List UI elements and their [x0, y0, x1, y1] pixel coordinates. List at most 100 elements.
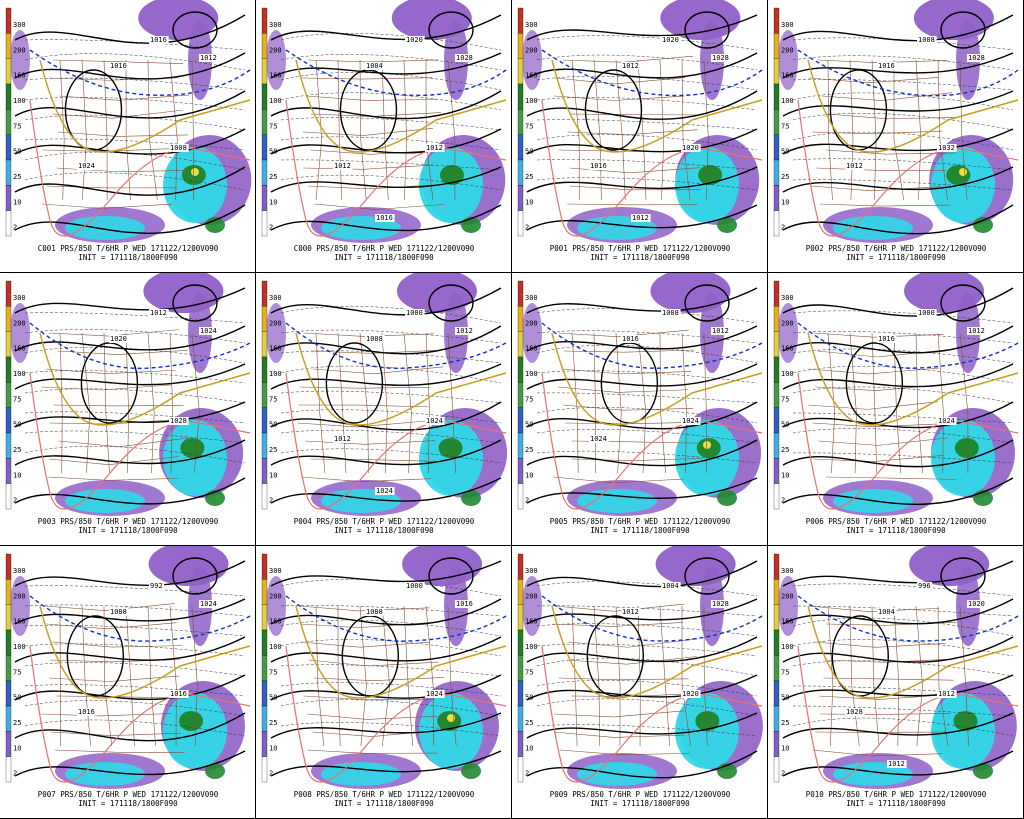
- colorbar-tick-label: 2: [13, 224, 17, 232]
- colorbar-tick-label: 2: [525, 770, 529, 778]
- isobar-label: 1020: [662, 36, 679, 44]
- colorbar-tick-label: 75: [781, 395, 789, 403]
- precip-shading: [778, 273, 1016, 516]
- colorbar-tick-label: 200: [781, 319, 794, 327]
- ensemble-member-panel: 300 200 160 100 75 50 25 10 2 992 1008 1016 1024 1016…: [0, 546, 256, 819]
- colorbar-tick-label: 200: [13, 592, 26, 600]
- panel-caption: C000 PRS/850 T/6HR P WED 171122/1200V090: [293, 244, 475, 253]
- isobar-label: 996: [918, 582, 931, 590]
- colorbar-tick-label: 200: [269, 592, 282, 600]
- isobar-label: 1008: [170, 144, 187, 152]
- isobar-label: 1024: [200, 327, 217, 335]
- colorbar-tick-label: 160: [525, 618, 538, 626]
- isobar-label: 1016: [456, 600, 473, 608]
- forecast-map: 300 200 160 100 75 50 25 10 2 1008 1016 1024 1012 102…: [517, 273, 763, 516]
- colorbar-tick-label: 2: [269, 497, 273, 505]
- panel-init-time: INIT = 171118/1800F090: [846, 799, 946, 808]
- colorbar-tick-label: 300: [781, 21, 794, 29]
- ensemble-member-panel: 300 200 160 100 75 50 25 10 2 1000 1008 1024 1012 101…: [256, 273, 512, 546]
- isobar-lines: [782, 11, 1014, 235]
- colorbar-tick-label: 200: [525, 319, 538, 327]
- forecast-map: 300 200 160 100 75 50 25 10 2 1000 1008 1024 1016: [261, 546, 507, 789]
- panel-caption: P009 PRS/850 T/6HR P WED 171122/1200V090: [549, 790, 731, 799]
- isobar-label: 1020: [968, 600, 985, 608]
- isobar-label: 1012: [622, 62, 639, 70]
- state-borders: [42, 59, 195, 209]
- colorbar-tick-label: 50: [781, 148, 789, 156]
- panel-init-time: INIT = 171118/1800F090: [334, 799, 434, 808]
- colorbar-tick-label: 75: [525, 395, 533, 403]
- colorbar-tick-label: 75: [525, 122, 533, 130]
- panel-caption: P003 PRS/850 T/6HR P WED 171122/1200V090: [37, 517, 219, 526]
- colorbar-tick-label: 300: [269, 294, 282, 302]
- panel-caption: P010 PRS/850 T/6HR P WED 171122/1200V090: [805, 790, 987, 799]
- colorbar-tick-label: 2: [13, 497, 17, 505]
- panel-init-time: INIT = 171118/1800F090: [334, 253, 434, 262]
- colorbar-tick-label: 75: [525, 668, 533, 676]
- colorbar-tick-label: 100: [525, 643, 538, 651]
- colorbar-tick-label: 25: [269, 173, 277, 181]
- colorbar-tick-label: 200: [13, 319, 26, 327]
- colorbar-tick-label: 160: [13, 618, 26, 626]
- precip-shading: [778, 0, 1014, 243]
- precip-colorbar: 300 200 160 100 75 50 25 10 2: [5, 553, 26, 783]
- isotherm-lines: [280, 33, 502, 191]
- panel-init-time: INIT = 171118/1800F090: [78, 253, 178, 262]
- panel-caption: P008 PRS/850 T/6HR P WED 171122/1200V090: [293, 790, 475, 799]
- colorbar-tick-label: 25: [13, 446, 21, 454]
- panel-caption: C001 PRS/850 T/6HR P WED 171122/1200V090: [37, 244, 219, 253]
- state-borders: [297, 332, 456, 482]
- colorbar-tick-label: 200: [781, 46, 794, 54]
- colorbar-tick-label: 10: [13, 744, 21, 752]
- colorbar-tick-label: 300: [13, 294, 26, 302]
- isobar-label: 992: [150, 582, 163, 590]
- colorbar-tick-label: 50: [781, 694, 789, 702]
- colorbar-tick-label: 25: [269, 719, 277, 727]
- forecast-map: 300 200 160 100 75 50 25 10 2 1000 1008 1024 1012 101…: [261, 273, 508, 516]
- colorbar-tick-label: 160: [13, 72, 26, 80]
- colorbar-tick-label: 160: [781, 345, 794, 353]
- colorbar-tick-label: 300: [525, 567, 538, 575]
- isobar-label: 1000: [406, 309, 423, 317]
- colorbar-tick-label: 300: [269, 21, 282, 29]
- precip-colorbar: 300 200 160 100 75 50 25 10 2: [517, 7, 538, 237]
- precip-colorbar: 300 200 160 100 75 50 25 10 2: [5, 7, 26, 237]
- colorbar-tick-label: 10: [269, 744, 277, 752]
- colorbar-tick-label: 25: [781, 446, 789, 454]
- precip-colorbar: 300 200 160 100 75 50 25 10 2: [773, 553, 794, 783]
- panel-init-time: INIT = 171118/1800F090: [846, 526, 946, 535]
- colorbar-tick-label: 25: [781, 719, 789, 727]
- precip-shading: [522, 273, 762, 516]
- colorbar-tick-label: 300: [13, 21, 26, 29]
- forecast-map: 300 200 160 100 75 50 25 10 2 1020 1004 1012 1028 101…: [261, 0, 507, 243]
- panel-caption: P006 PRS/850 T/6HR P WED 171122/1200V090: [805, 517, 987, 526]
- precip-shading: [10, 0, 252, 243]
- colorbar-tick-label: 100: [13, 370, 26, 378]
- forecast-map: 300 200 160 100 75 50 25 10 2 992 1008 1016 1024 1016: [5, 546, 251, 789]
- isobar-label: 1008: [366, 335, 383, 343]
- colorbar-tick-label: 75: [13, 122, 21, 130]
- isotherm-lines: [536, 35, 758, 191]
- colorbar-tick-label: 50: [13, 421, 21, 429]
- precip-shading: [522, 0, 760, 243]
- precip-colorbar: 300 200 160 100 75 50 25 10 2: [517, 553, 538, 783]
- colorbar-tick-label: 75: [13, 668, 21, 676]
- isobar-label: 1008: [110, 608, 127, 616]
- forecast-map: 300 200 160 100 75 50 25 10 2 1000 1016 1024 1012: [773, 273, 1019, 516]
- precip-colorbar: 300 200 160 100 75 50 25 10 2: [261, 280, 282, 510]
- colorbar-tick-label: 25: [13, 173, 21, 181]
- colorbar-tick-label: 2: [781, 497, 785, 505]
- isobar-label: 1028: [712, 600, 729, 608]
- forecast-map: 300 200 160 100 75 50 25 10 2 1004 1012 1020 1028: [517, 546, 763, 789]
- colorbar-tick-label: 10: [13, 471, 21, 479]
- ensemble-member-panel: 300 200 160 100 75 50 25 10 2 996 1004 1012 1020 1028…: [768, 546, 1024, 819]
- isobar-label: 1016: [376, 214, 393, 222]
- panel-caption: P005 PRS/850 T/6HR P WED 171122/1200V090: [549, 517, 731, 526]
- colorbar-tick-label: 10: [781, 198, 789, 206]
- ensemble-member-panel: 300 200 160 100 75 50 25 10 2 1016 1016 1008 1012 102…: [0, 0, 256, 273]
- colorbar-tick-label: 100: [269, 643, 282, 651]
- colorbar-tick-label: 75: [269, 395, 277, 403]
- colorbar-tick-label: 10: [525, 744, 533, 752]
- isobar-label: 1024: [590, 435, 607, 443]
- panel-caption: P004 PRS/850 T/6HR P WED 171122/1200V090: [293, 517, 475, 526]
